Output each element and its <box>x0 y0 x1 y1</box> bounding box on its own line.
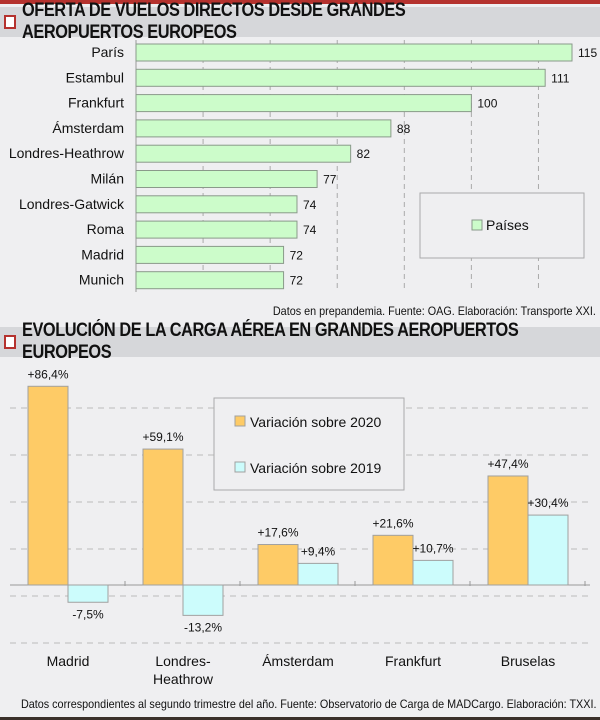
bar <box>142 448 184 586</box>
legend-box <box>213 397 405 491</box>
square-bullet-icon <box>4 335 17 349</box>
value-label: -7,5% <box>72 607 104 621</box>
category-label: Munich <box>79 272 124 288</box>
chart2-footnote: Datos correspondientes al segundo trimes… <box>20 697 596 711</box>
value-label: +47,4% <box>487 457 528 471</box>
category-label: Frankfurt <box>385 653 441 669</box>
value-label: -13,2% <box>184 620 222 634</box>
bar <box>135 195 298 214</box>
top-rule <box>0 0 600 4</box>
value-label: 72 <box>290 248 304 262</box>
value-label: +17,6% <box>257 526 298 540</box>
value-label: 77 <box>323 173 337 187</box>
value-label: +59,1% <box>142 430 183 444</box>
value-label: 115 <box>578 46 597 60</box>
value-label: 72 <box>290 274 304 288</box>
bar <box>297 562 339 586</box>
bar <box>487 475 529 586</box>
bar <box>135 144 352 163</box>
value-label: 82 <box>357 147 371 161</box>
category-label: Estambul <box>66 69 124 85</box>
bar <box>527 514 569 586</box>
bar <box>372 534 414 586</box>
category-label: Madrid <box>81 246 124 262</box>
bar <box>67 584 109 603</box>
value-label: +21,6% <box>372 516 413 530</box>
value-label: +86,4% <box>27 367 68 381</box>
category-label: Milán <box>91 171 124 187</box>
bar <box>412 559 454 586</box>
bar <box>135 94 472 113</box>
category-label: Bruselas <box>501 653 555 669</box>
bar <box>135 68 546 87</box>
bar <box>135 119 392 138</box>
bar <box>27 385 69 586</box>
bar <box>135 245 285 264</box>
bar <box>257 544 299 586</box>
value-label: 74 <box>303 223 317 237</box>
value-label: +9,4% <box>301 544 336 558</box>
chart2-header: EVOLUCIÓN DE LA CARGA AÉREA EN GRANDES A… <box>0 320 600 363</box>
value-label: +30,4% <box>527 496 568 510</box>
legend-box <box>419 192 585 259</box>
category-label: Londres-Heathrow <box>9 145 125 161</box>
category-label: Madrid <box>47 653 90 669</box>
legend-swatch <box>234 461 246 473</box>
value-label: +10,7% <box>412 541 453 555</box>
legend-label: Variación sobre 2020 <box>250 414 381 430</box>
value-label: 111 <box>551 71 570 85</box>
legend-swatch <box>234 415 246 427</box>
chart2-title: EVOLUCIÓN DE LA CARGA AÉREA EN GRANDES A… <box>22 320 519 363</box>
legend-swatch <box>471 219 483 231</box>
category-label: Londres-Gatwick <box>19 196 125 212</box>
category-label: París <box>91 44 124 60</box>
legend-label: Variación sobre 2019 <box>250 460 381 476</box>
category-label: Londres- <box>155 653 211 669</box>
bottom-rule <box>0 717 600 720</box>
chart1-footnote: Datos en prepandemia. Fuente: OAG. Elabo… <box>273 304 596 318</box>
chart1-header: OFERTA DE VUELOS DIRECTOS DESDE GRANDES … <box>0 0 600 43</box>
category-label: Ámsterdam <box>262 653 334 669</box>
legend-label: Países <box>486 217 529 233</box>
category-label: Frankfurt <box>68 95 124 111</box>
bar <box>135 271 285 290</box>
category-label: Ámsterdam <box>52 120 124 136</box>
chart1-title: OFERTA DE VUELOS DIRECTOS DESDE GRANDES … <box>22 0 406 43</box>
value-label: 100 <box>477 97 497 111</box>
category-label: Heathrow <box>153 671 214 687</box>
bar <box>135 170 318 188</box>
square-bullet-icon <box>4 15 17 29</box>
bar <box>135 220 298 239</box>
value-label: 88 <box>397 122 411 136</box>
bar <box>135 43 573 62</box>
category-label: Roma <box>87 221 125 237</box>
value-label: 74 <box>303 198 317 212</box>
bar <box>182 584 224 616</box>
